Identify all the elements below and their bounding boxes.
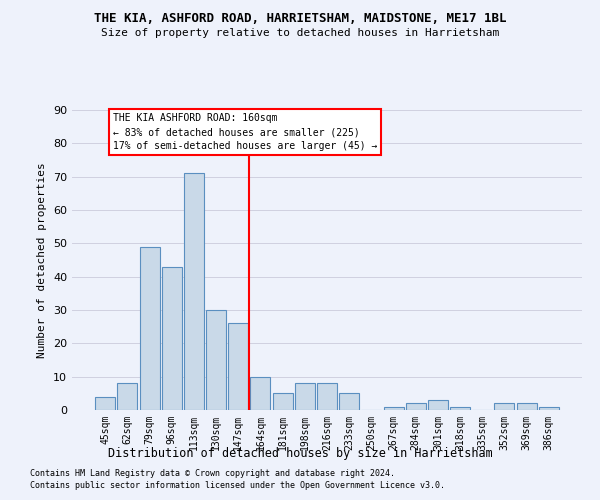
Bar bbox=[272, 394, 293, 410]
Bar bbox=[539, 406, 559, 410]
Bar bbox=[428, 400, 448, 410]
Bar bbox=[406, 404, 426, 410]
Bar bbox=[184, 174, 204, 410]
Text: Distribution of detached houses by size in Harrietsham: Distribution of detached houses by size … bbox=[107, 448, 493, 460]
Text: Contains public sector information licensed under the Open Government Licence v3: Contains public sector information licen… bbox=[30, 481, 445, 490]
Text: Size of property relative to detached houses in Harrietsham: Size of property relative to detached ho… bbox=[101, 28, 499, 38]
Bar bbox=[339, 394, 359, 410]
Bar bbox=[295, 384, 315, 410]
Bar bbox=[494, 404, 514, 410]
Bar bbox=[95, 396, 115, 410]
Bar bbox=[450, 406, 470, 410]
Bar bbox=[317, 384, 337, 410]
Text: Contains HM Land Registry data © Crown copyright and database right 2024.: Contains HM Land Registry data © Crown c… bbox=[30, 468, 395, 477]
Y-axis label: Number of detached properties: Number of detached properties bbox=[37, 162, 47, 358]
Bar bbox=[118, 384, 137, 410]
Bar bbox=[162, 266, 182, 410]
Bar bbox=[140, 246, 160, 410]
Bar bbox=[517, 404, 536, 410]
Bar bbox=[206, 310, 226, 410]
Text: THE KIA, ASHFORD ROAD, HARRIETSHAM, MAIDSTONE, ME17 1BL: THE KIA, ASHFORD ROAD, HARRIETSHAM, MAID… bbox=[94, 12, 506, 26]
Bar bbox=[383, 406, 404, 410]
Bar bbox=[250, 376, 271, 410]
Bar bbox=[228, 324, 248, 410]
Text: THE KIA ASHFORD ROAD: 160sqm
← 83% of detached houses are smaller (225)
17% of s: THE KIA ASHFORD ROAD: 160sqm ← 83% of de… bbox=[113, 114, 377, 152]
